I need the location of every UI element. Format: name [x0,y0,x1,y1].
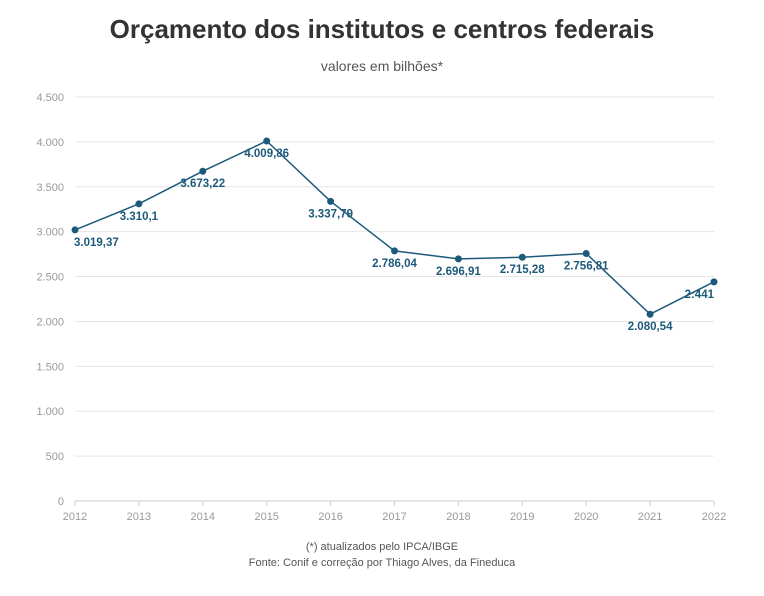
data-point [646,310,654,318]
series-line [74,140,715,315]
footnote: (*) atualizados pelo IPCA/IBGE [305,541,459,553]
data-point [135,200,143,208]
data-point [199,167,207,175]
y-axis: 0 500 1.000 1.500 2.000 2.500 3.000 3.500 4.000 4… [36,92,64,508]
data-labels: 3.019,37 3.310,1 3.673,22 4.009,86 3.337,79 2… [74,148,715,333]
x-tick-label: 2016 [318,511,342,523]
x-tick-label: 2012 [63,511,87,523]
series-points [71,137,718,318]
x-tick-label: 2017 [382,511,406,523]
data-label: 2.756,81 [564,260,609,272]
data-point [391,247,398,255]
y-tick-label: 3.000 [36,227,64,239]
data-point [582,249,590,257]
data-label: 2.696,91 [436,266,481,278]
x-tick-label: 2022 [702,511,726,523]
y-tick-label: 1.000 [36,406,64,418]
series-line-path [74,140,715,315]
data-label: 3.310,1 [120,211,159,223]
data-label: 3.019,37 [74,237,119,249]
data-point [454,255,462,263]
y-tick-label: 1.500 [36,361,64,373]
x-tick-label: 2015 [254,511,278,523]
x-tick-label: 2021 [638,511,662,523]
x-tick-label: 2020 [574,511,598,523]
data-label: 4.009,86 [244,148,289,160]
data-point [327,197,335,205]
data-label: 2.080,54 [628,321,673,333]
y-tick-label: 3.500 [36,182,64,194]
data-point [71,226,79,234]
data-point [263,137,271,145]
y-tick-label: 2.500 [36,272,64,284]
data-label: 2.715,28 [500,264,545,276]
y-tick-label: 500 [46,451,64,463]
x-tick-label: 2019 [510,511,534,523]
chart-title: Orçamento dos institutos e centros feder… [109,14,655,44]
y-tick-label: 4.500 [36,92,64,104]
x-tick-label: 2018 [446,511,470,523]
data-label: 3.673,22 [180,178,225,190]
data-label: 2:441 [685,289,715,301]
y-tick-label: 2.000 [36,316,64,328]
y-tick-label: 4.000 [36,137,64,149]
grid-lines [75,96,714,502]
data-point [710,278,718,286]
x-tick-label: 2013 [127,511,151,523]
chart-subtitle: valores em bilhões* [320,58,444,74]
data-label: 3.337,79 [308,208,353,220]
data-point [518,253,526,261]
x-axis: 2012 2013 2014 2015 2016 2017 2018 2019 2020 2021… [63,501,726,523]
source-note: Fonte: Conif e correção por Thiago Alves… [248,557,516,569]
x-tick-label: 2014 [191,511,215,523]
y-tick-label: 0 [58,496,64,508]
line-chart: 0 500 1.000 1.500 2.000 2.500 3.000 3.500 4.000 4… [36,92,726,523]
data-label: 2.786,04 [372,258,417,270]
